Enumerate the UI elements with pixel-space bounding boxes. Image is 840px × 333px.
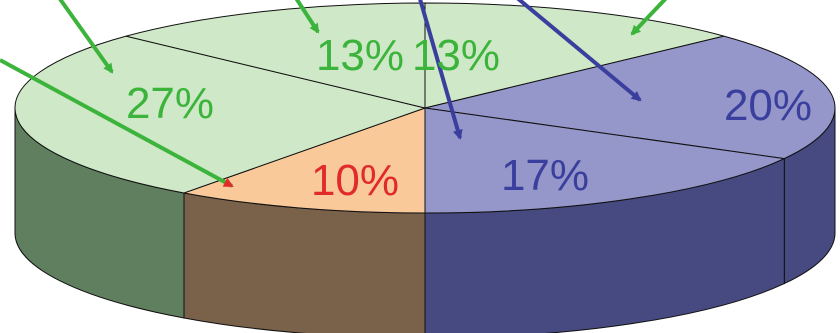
slice-labels: 13% 20% 17% 10% 27% 13% — [126, 31, 812, 205]
pie-slice-0 — [424, 2, 725, 109]
pie-slice-2 — [424, 107, 787, 214]
pointer-arrow-4 — [516, 0, 642, 102]
pie-side-3 — [183, 192, 426, 333]
pointer-arrows — [0, 0, 668, 188]
slice-label-4: 27% — [126, 79, 214, 128]
pie-tops — [14, 2, 836, 214]
slice-label-1: 20% — [724, 81, 812, 130]
pointer-arrow-0 — [294, 0, 320, 34]
slice-label-0: 13% — [412, 31, 500, 80]
pie-slice-5 — [125, 2, 426, 109]
pie-slice-1 — [424, 35, 836, 160]
slice-label-3: 10% — [311, 156, 399, 205]
pointer-arrow-5 — [630, 0, 668, 36]
slice-label-2: 17% — [501, 151, 589, 200]
pointer-arrow-3 — [418, 0, 463, 140]
slice-label-5: 13% — [316, 31, 404, 80]
pointer-arrow-2 — [0, 58, 234, 188]
pie-sides — [14, 107, 836, 333]
pointer-arrow-1 — [58, 0, 114, 74]
pie-slice-3 — [182, 107, 426, 214]
pie-slice-4 — [14, 35, 427, 194]
